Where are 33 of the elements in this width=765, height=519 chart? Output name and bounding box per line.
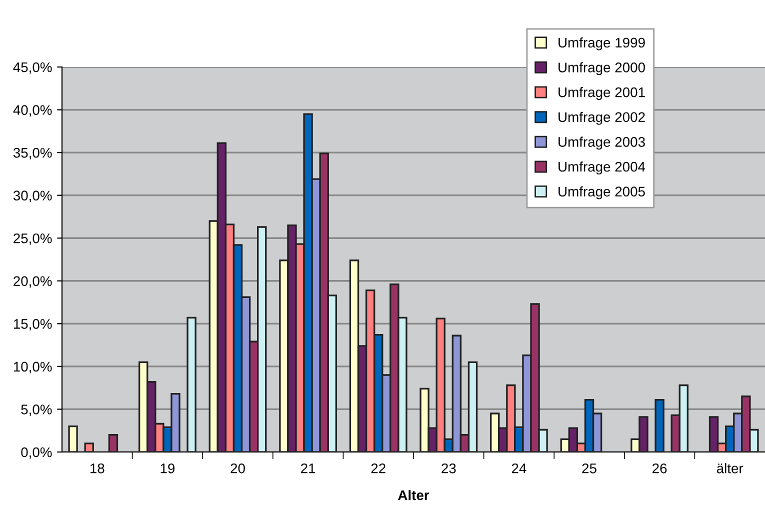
legend-label: Umfrage 2001 (558, 87, 645, 100)
x-tick-label: 21 (301, 463, 316, 474)
bar (84, 442, 94, 452)
x-tick-label: 23 (442, 463, 456, 474)
bar (68, 426, 78, 452)
y-tick-label: 40,0% (13, 105, 52, 117)
y-tick-label: 0,0% (21, 447, 52, 459)
y-tick-label: 30,0% (13, 190, 52, 202)
legend-label: Umfrage 2003 (558, 136, 645, 150)
x-tick-label: 18 (90, 463, 104, 474)
legend-label: Umfrage 1999 (558, 37, 645, 50)
legend-label: Umfrage 2000 (558, 62, 645, 76)
bar (654, 398, 664, 452)
legend-label: Umfrage 2004 (558, 162, 646, 174)
bar (186, 316, 196, 452)
x-tick-label: 20 (230, 463, 245, 474)
x-tick-label: 19 (160, 463, 175, 474)
y-tick-label: 35,0% (13, 148, 52, 160)
y-tick-label: 5,0% (21, 404, 52, 416)
y-tick-label: 25,0% (14, 233, 52, 245)
x-tick-label: 25 (582, 463, 596, 474)
y-tick-label: 10,0% (14, 362, 52, 374)
x-tick-label: 24 (512, 463, 526, 474)
y-tick-label: 45,0% (13, 62, 52, 74)
x-tick-label: 22 (371, 463, 386, 474)
x-tick-label: 26 (652, 463, 667, 474)
legend-label: Umfrage 2005 (558, 186, 645, 200)
x-tick-label: älter (716, 463, 744, 474)
y-tick-label: 15,0% (14, 319, 52, 330)
bar (108, 434, 118, 452)
x-axis-title: Alter (398, 490, 430, 500)
legend-label: Umfrage 2002 (558, 112, 645, 125)
y-tick-label: 20,0% (14, 276, 52, 288)
